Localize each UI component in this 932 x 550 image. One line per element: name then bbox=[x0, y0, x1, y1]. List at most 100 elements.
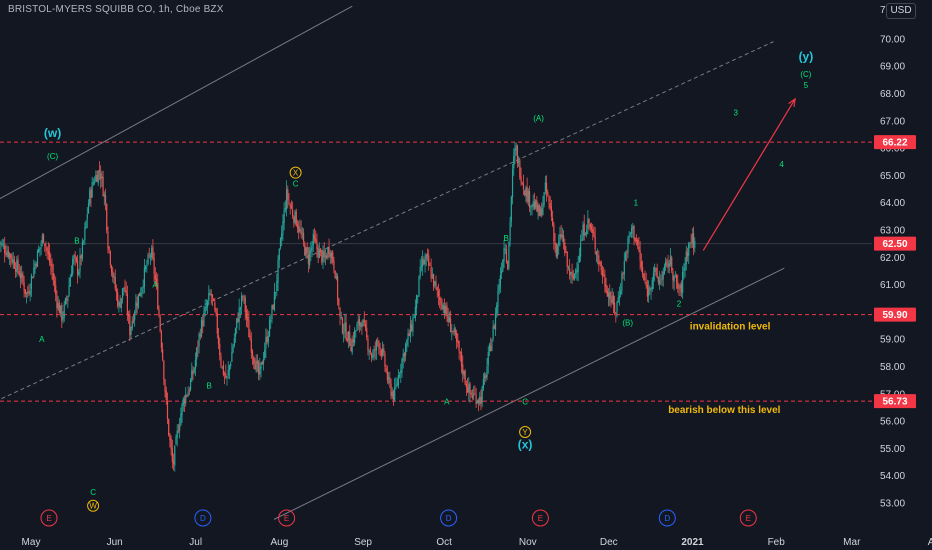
wave-labels: (w)(C)(B)ABCABCABC(x)(A)(B)12345(C)(y)WX… bbox=[39, 50, 813, 512]
projection-arrow[interactable] bbox=[702, 97, 796, 251]
candle-body-523 bbox=[633, 226, 635, 240]
candle-body-376 bbox=[454, 329, 457, 335]
candle-body-76 bbox=[90, 189, 92, 198]
dividend-event-3[interactable]: D bbox=[440, 509, 458, 527]
wave-label-13: (A) bbox=[533, 114, 544, 123]
candle-body-320 bbox=[386, 371, 388, 381]
candle-body-196 bbox=[236, 318, 238, 328]
candle-body-166 bbox=[199, 334, 201, 337]
candle-body-402 bbox=[486, 366, 488, 377]
candle-body-518 bbox=[627, 237, 629, 254]
candle-body-370 bbox=[447, 315, 449, 322]
candle-body-207 bbox=[249, 335, 251, 340]
candle-body-191 bbox=[230, 363, 232, 367]
price-tick-13: 66.00 bbox=[880, 144, 905, 155]
trend-line-2[interactable] bbox=[0, 41, 774, 408]
candle-body-143 bbox=[171, 448, 173, 462]
candle-body-33 bbox=[38, 249, 40, 253]
dividend-event-5[interactable]: D bbox=[658, 509, 676, 527]
horizontal-levels[interactable] bbox=[0, 141, 872, 402]
candle-body-77 bbox=[91, 182, 93, 198]
price-label-3: 56.73 bbox=[882, 397, 907, 408]
price-label-2: 59.90 bbox=[882, 310, 907, 321]
price-axis[interactable]: 753.0054.0055.0056.0057.0058.0059.0060.0… bbox=[872, 0, 932, 530]
circled-wave-ring bbox=[519, 426, 532, 439]
candle-body-117 bbox=[140, 293, 142, 296]
event-ring bbox=[658, 509, 676, 527]
candle-body-555 bbox=[672, 271, 674, 281]
candle-body-86 bbox=[102, 176, 104, 196]
candle-body-557 bbox=[674, 276, 676, 278]
candle-body-287 bbox=[346, 338, 348, 342]
candle-body-564 bbox=[683, 268, 685, 272]
trend-channels[interactable] bbox=[0, 5, 785, 520]
candle-body-545 bbox=[660, 278, 662, 280]
candle-body-251 bbox=[302, 232, 305, 242]
candle-body-333 bbox=[402, 353, 404, 361]
candle-body-397 bbox=[480, 397, 482, 405]
candle-body-104 bbox=[124, 286, 126, 292]
candle-body-22 bbox=[24, 289, 26, 294]
candle-body-11 bbox=[11, 257, 13, 263]
candle-body-167 bbox=[200, 319, 203, 337]
dividend-event-1[interactable]: D bbox=[194, 509, 212, 527]
candle-body-429 bbox=[519, 160, 521, 178]
trend-line-1[interactable] bbox=[0, 5, 353, 208]
candle-body-206 bbox=[248, 320, 250, 338]
candle-body-175 bbox=[210, 293, 212, 296]
candle-body-87 bbox=[103, 194, 105, 197]
trend-line-3[interactable] bbox=[273, 267, 785, 520]
arrow-head[interactable] bbox=[788, 97, 796, 107]
candle-body-102 bbox=[121, 288, 124, 299]
candle-body-471 bbox=[570, 272, 572, 274]
arrow-shaft[interactable] bbox=[702, 98, 796, 251]
candle-body-373 bbox=[451, 330, 453, 332]
price-tick-12: 65.00 bbox=[880, 171, 905, 182]
candle-body-510 bbox=[617, 297, 619, 303]
candle-body-46 bbox=[53, 280, 56, 285]
candle-body-165 bbox=[198, 333, 200, 347]
candle-body-486 bbox=[588, 219, 590, 223]
candle-body-569 bbox=[689, 242, 691, 245]
candle-body-24 bbox=[27, 291, 29, 294]
candle-body-20 bbox=[22, 274, 24, 283]
candle-body-258 bbox=[311, 245, 313, 250]
candle-body-215 bbox=[259, 367, 261, 375]
earnings-event-2[interactable]: E bbox=[278, 509, 296, 527]
candle-body-378 bbox=[457, 340, 459, 344]
candle-body-498 bbox=[603, 274, 605, 276]
candle-body-362 bbox=[437, 290, 440, 297]
candle-body-441 bbox=[533, 202, 536, 209]
candle-body-93 bbox=[110, 265, 113, 273]
candle-body-51 bbox=[59, 305, 62, 314]
candle-body-527 bbox=[638, 246, 640, 251]
candle-body-34 bbox=[39, 247, 41, 250]
candle-body-228 bbox=[275, 291, 277, 293]
candle-body-411 bbox=[497, 290, 499, 307]
earnings-event-0[interactable]: E bbox=[40, 509, 58, 527]
circled-wave-ring bbox=[289, 166, 302, 179]
price-tick-17: 70.00 bbox=[880, 34, 905, 45]
earnings-event-6[interactable]: E bbox=[739, 509, 757, 527]
annotation-1: bearish below this level bbox=[668, 405, 780, 416]
candle-body-389 bbox=[470, 392, 472, 395]
candle-body-154 bbox=[185, 394, 187, 404]
candle-body-491 bbox=[594, 236, 596, 250]
candle-body-530 bbox=[641, 267, 644, 275]
circled-wave-text: X bbox=[293, 169, 299, 178]
candle-body-177 bbox=[213, 299, 215, 301]
candle-body-220 bbox=[265, 337, 267, 349]
wave-label-17: 3 bbox=[733, 108, 738, 117]
time-axis[interactable]: May Jun Jul Aug Sep Oct Nov Dec 2021 Feb Mar Apr bbox=[0, 530, 932, 550]
candle-body-319 bbox=[385, 368, 387, 371]
earnings-event-4[interactable]: E bbox=[531, 509, 549, 527]
candle-body-68 bbox=[80, 255, 82, 259]
candle-body-272 bbox=[328, 247, 330, 254]
candle-body-452 bbox=[547, 192, 549, 196]
circled-wave-label-1: X bbox=[289, 166, 302, 179]
candle-body-189 bbox=[227, 369, 229, 376]
currency-button[interactable]: USD bbox=[886, 3, 916, 19]
time-tick-9: Feb bbox=[768, 537, 786, 548]
